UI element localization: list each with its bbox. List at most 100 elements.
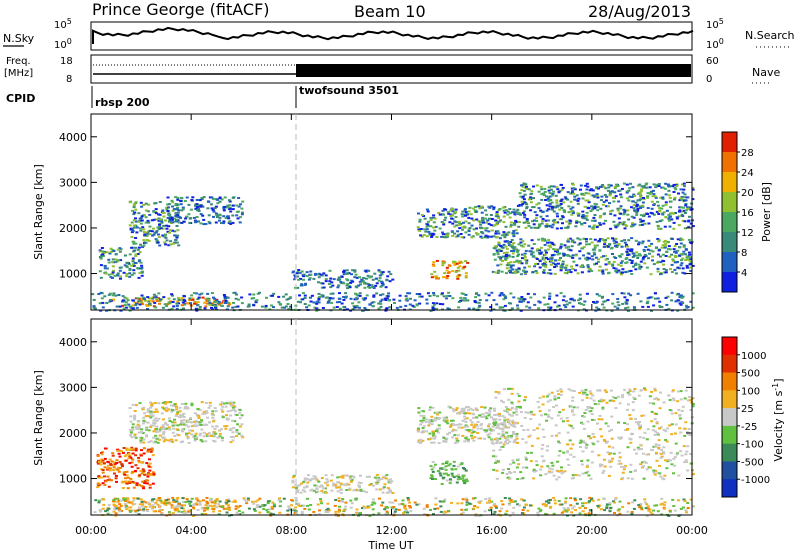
- vel-cell: [451, 474, 455, 477]
- power-cell: [446, 307, 450, 310]
- power-cell: [171, 205, 175, 208]
- power-cell: [135, 226, 139, 229]
- vel-cell: [148, 486, 152, 489]
- power-cell: [163, 235, 167, 237]
- power-cell: [509, 264, 513, 267]
- vel-cell: [185, 434, 189, 437]
- vel-cell: [124, 477, 128, 480]
- power-cell: [505, 257, 509, 260]
- power-cell: [265, 296, 268, 299]
- vel-cell: [654, 451, 658, 454]
- power-cell: [640, 188, 644, 191]
- vel-cell: [296, 491, 299, 494]
- power-cell: [563, 226, 567, 229]
- power-cell: [519, 241, 523, 244]
- power-cell: [661, 204, 665, 207]
- vel-cell: [570, 405, 574, 408]
- vel-cell: [659, 391, 662, 394]
- power-cell: [576, 199, 580, 202]
- power-cell: [593, 205, 597, 208]
- vel-cell: [636, 446, 640, 449]
- power-cell: [246, 305, 250, 308]
- vel-cell: [359, 488, 363, 491]
- power-cell: [486, 235, 490, 238]
- power-cell: [689, 222, 693, 225]
- vel-cell: [333, 504, 337, 507]
- vel-cell: [532, 470, 536, 472]
- vel-cell: [568, 424, 572, 427]
- power-cell: [498, 294, 502, 297]
- vel-cell: [126, 497, 129, 500]
- power-cell: [128, 224, 132, 227]
- power-cell: [444, 233, 448, 236]
- power-cell: [625, 225, 628, 228]
- power-cell: [525, 221, 529, 224]
- power-cell: [581, 247, 585, 250]
- vel-cell: [151, 498, 154, 501]
- power-cell: [488, 206, 492, 209]
- power-cell: [630, 225, 633, 228]
- vel-cell: [205, 500, 209, 503]
- power-cell: [612, 239, 616, 242]
- vel-cell: [466, 438, 470, 441]
- vel-cell: [508, 422, 512, 425]
- power-cell: [199, 222, 203, 225]
- power-cell: [119, 309, 123, 312]
- vel-cell: [417, 407, 421, 410]
- vel-cell: [422, 414, 426, 417]
- power-cell: [201, 214, 205, 217]
- power-cell: [563, 211, 567, 214]
- vel-cell: [215, 498, 219, 500]
- power-cell: [116, 272, 120, 275]
- vel-cell: [633, 397, 637, 400]
- power-cell: [626, 252, 630, 255]
- vel-cell: [550, 391, 554, 394]
- power-cell: [530, 239, 534, 242]
- power-cell: [144, 221, 148, 224]
- power-cell: [168, 216, 172, 218]
- power-cell: [499, 245, 503, 247]
- power-cell: [672, 183, 676, 186]
- vel-cell: [185, 432, 189, 435]
- vel-cell: [621, 396, 624, 399]
- vel-cell: [590, 418, 594, 421]
- vel-cell: [676, 390, 680, 393]
- power-cell: [537, 190, 541, 193]
- nave-tick-top: 60: [706, 56, 719, 67]
- vel-cell: [125, 498, 129, 501]
- vel-cell: [542, 395, 545, 398]
- vel-cell: [638, 427, 642, 430]
- power-cell: [137, 220, 141, 223]
- power-cell: [565, 220, 569, 223]
- power-cell: [304, 282, 308, 285]
- vel-cell: [607, 445, 611, 448]
- power-cell: [563, 271, 567, 274]
- vel-cell: [448, 463, 452, 466]
- power-cell: [297, 269, 301, 271]
- power-cell: [158, 300, 162, 302]
- power-cell: [239, 203, 242, 206]
- vel-cell: [457, 426, 461, 429]
- power-cell: [430, 276, 434, 279]
- vel-cell: [125, 447, 129, 450]
- power-cell: [366, 274, 370, 277]
- vel-cell: [169, 438, 173, 441]
- vel-cell: [520, 411, 523, 414]
- power-cell: [357, 284, 361, 287]
- vel-cell: [445, 416, 448, 419]
- power-cell: [513, 223, 517, 226]
- vel-cell: [452, 423, 456, 426]
- vel-cell: [461, 475, 465, 478]
- power-cell: [429, 309, 433, 312]
- power-cell: [686, 207, 690, 210]
- power-cell: [613, 224, 617, 227]
- vel-cell: [686, 432, 690, 435]
- power-cell: [602, 245, 606, 248]
- vel-cell: [140, 428, 144, 431]
- power-cell: [430, 236, 434, 238]
- vel-cell: [444, 472, 448, 475]
- power-cell: [603, 300, 607, 303]
- vel-cell: [242, 497, 246, 500]
- power-cell: [551, 208, 554, 211]
- power-cell: [637, 266, 641, 269]
